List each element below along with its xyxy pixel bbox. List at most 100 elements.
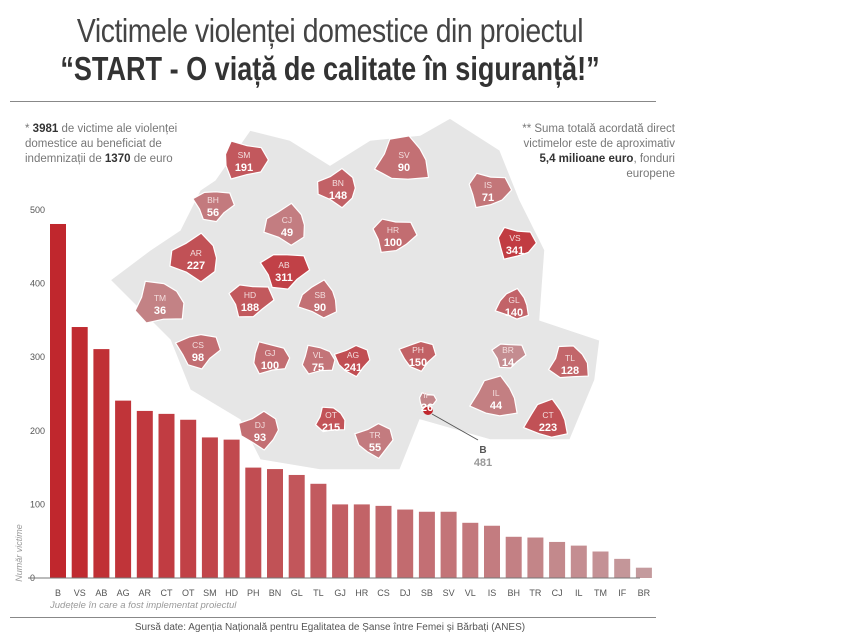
county-code: CT (542, 410, 553, 420)
x-tick-label: CS (377, 588, 390, 598)
x-tick-label: OT (182, 588, 195, 598)
divider-bottom (10, 617, 656, 618)
county-SM (224, 140, 270, 180)
county-code: AG (347, 350, 359, 360)
county-code: TR (369, 430, 380, 440)
bar-TM (592, 551, 609, 578)
x-tick-label: VL (465, 588, 476, 598)
victims-total: 3981 (32, 123, 59, 135)
county-code: GL (508, 295, 520, 305)
bar-AR (136, 410, 153, 578)
county-value: 223 (539, 422, 557, 434)
source-note: Sursă date: Agenția Națională pentru Ega… (134, 622, 526, 633)
x-tick-label: BR (638, 588, 651, 598)
bar-SM (201, 437, 218, 578)
x-tick-label: CT (161, 588, 173, 598)
county-BN (316, 167, 356, 209)
bar-PH (245, 467, 262, 578)
county-value: 191 (235, 162, 253, 174)
x-tick-label: IS (488, 588, 497, 598)
county-value: 227 (187, 260, 205, 272)
note-right-text1: ** Suma totală acordată direct victimelo… (522, 123, 675, 150)
county-value: 148 (329, 190, 347, 202)
callout-line (431, 413, 479, 441)
county-BH (191, 191, 236, 223)
y-tick-label: 500 (30, 205, 45, 215)
county-code: DJ (255, 420, 265, 430)
county-TR (354, 422, 394, 460)
county-code: GJ (265, 348, 276, 358)
y-tick-label: 200 (30, 426, 45, 436)
county-value: 36 (154, 305, 166, 317)
county-value: 14 (502, 357, 515, 369)
x-tick-label: B (55, 588, 61, 598)
county-code: SB (314, 290, 326, 300)
county-VL (301, 344, 336, 375)
county-PH (398, 340, 437, 373)
county-code: TL (565, 353, 575, 363)
bar-TR (527, 537, 544, 578)
x-tick-label: BN (269, 588, 282, 598)
county-value: 100 (261, 360, 279, 372)
county-value: 128 (561, 365, 579, 377)
bar-B (50, 223, 66, 578)
x-tick-label: DJ (400, 588, 411, 598)
bar-BR (635, 567, 652, 578)
total-amount: 5,4 milioane euro (539, 153, 634, 165)
bar-BH (505, 536, 522, 578)
x-tick-label: IL (575, 588, 583, 598)
county-code: CS (192, 340, 204, 350)
bar-IL (570, 545, 587, 578)
note-left-text2: de euro (130, 153, 173, 165)
county-value: 49 (281, 227, 293, 239)
x-tick-label: VS (74, 588, 86, 598)
county-GJ (253, 341, 291, 375)
county-CJ (263, 202, 306, 247)
x-tick-label: AG (117, 588, 130, 598)
note-right: ** Suma totală acordată direct victimelo… (505, 122, 675, 182)
county-code: CJ (282, 215, 292, 225)
y-tick-label: 300 (30, 352, 45, 362)
county-code: SM (238, 150, 251, 160)
bar-GL (288, 474, 305, 578)
county-value: 100 (384, 237, 402, 249)
county-AG (333, 344, 371, 378)
bar-VL (462, 522, 479, 578)
county-B (423, 405, 433, 415)
bar-AG (115, 400, 132, 578)
county-value: 140 (505, 307, 523, 319)
note-left-text1: de victime ale violenței domestice au be… (25, 123, 178, 165)
county-code: IF (423, 390, 431, 400)
bar-AB (93, 349, 110, 578)
x-tick-label: GL (291, 588, 303, 598)
x-tick-label: IF (618, 588, 627, 598)
county-value: 75 (312, 362, 324, 374)
county-value: 150 (409, 357, 427, 369)
bar-OT (180, 419, 197, 578)
bar-CS (375, 505, 392, 578)
x-tick-label: TL (313, 588, 324, 598)
y-axis-label: Număr victime (13, 524, 24, 582)
county-AB (259, 253, 311, 290)
county-code: AB (278, 260, 290, 270)
county-SB (297, 279, 338, 319)
bar-CT (158, 413, 175, 578)
county-code: BR (502, 345, 514, 355)
county-GL (494, 287, 530, 320)
bar-GJ (332, 504, 349, 578)
county-value: 481 (474, 457, 492, 469)
bar-HR (353, 504, 370, 578)
bar-HD (223, 439, 240, 578)
county-code: IS (484, 180, 492, 190)
bar-CJ (549, 541, 566, 578)
bar-TL (310, 483, 327, 578)
x-tick-label: TM (594, 588, 607, 598)
county-value: 26 (421, 402, 433, 414)
county-AR (169, 232, 218, 283)
x-axis-label: Județele în care a fost implementat proi… (50, 600, 237, 611)
x-tick-label: BH (507, 588, 520, 598)
x-tick-label: HR (355, 588, 368, 598)
note-left: * 3981 de victime ale violenței domestic… (25, 122, 205, 167)
